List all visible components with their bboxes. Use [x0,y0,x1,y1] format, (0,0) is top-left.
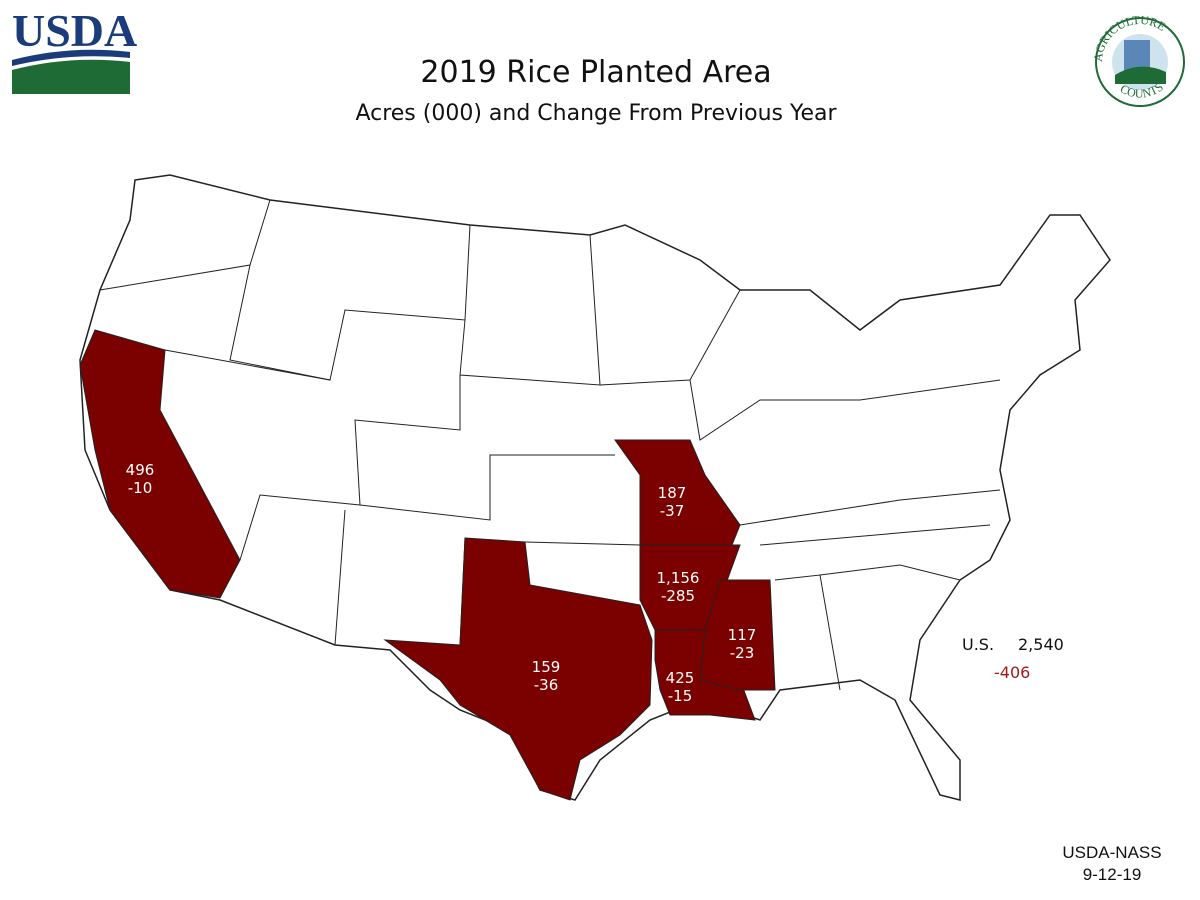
rice-states [79,329,776,801]
state-change: -285 [661,587,695,605]
state-change: -23 [730,644,755,662]
state-acres: 117 [728,626,757,644]
total-label: U.S. [962,635,994,654]
state-acres: 1,156 [657,569,700,587]
state-change: -36 [534,676,559,694]
state-change: -10 [128,479,153,497]
state-acres: 425 [666,669,695,687]
badge: AGRICULTURE COUNTS [1091,13,1185,107]
state-change: -37 [660,502,685,520]
state-tx [383,537,653,801]
title: 2019 Rice Planted Area [420,55,771,90]
state-mo [614,439,741,546]
state-ms [699,579,776,691]
total-change: -406 [994,663,1030,682]
svg-text:COUNTS: COUNTS [1118,80,1166,101]
subtitle: Acres (000) and Change From Previous Yea… [355,101,837,126]
date: 9-12-19 [1083,865,1142,884]
state-acres: 187 [658,484,687,502]
us-outline [79,174,1111,801]
state-labels: 496-10 187-37 1,156-285 159-36 425-15 117-23 [126,461,757,705]
state-ca [79,329,241,599]
state-acres: 496 [126,461,155,479]
total-acres: 2,540 [1018,635,1064,654]
badge-bottom: COUNTS [1118,80,1166,101]
source: USDA-NASS [1062,843,1161,862]
state-change: -15 [668,687,693,705]
state-acres: 159 [532,658,561,676]
logo-text: USDA [12,5,137,56]
usda-logo: USDA [12,5,137,94]
